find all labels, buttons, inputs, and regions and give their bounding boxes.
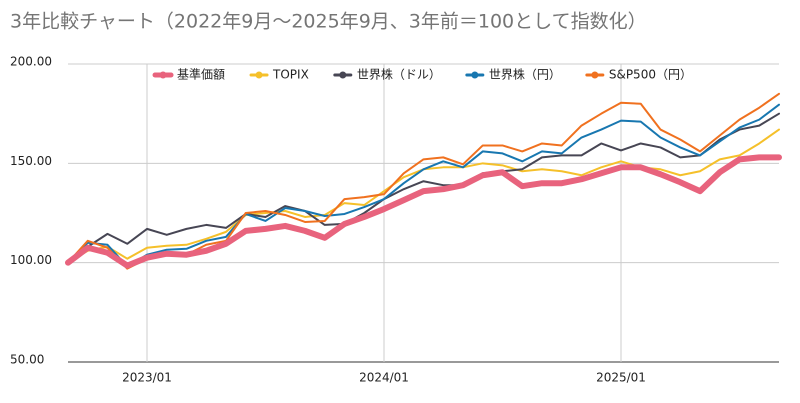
x-tick-label: 2025/01: [596, 371, 646, 385]
x-tick-label: 2024/01: [359, 371, 409, 385]
y-tick-label: 50.00: [10, 353, 44, 367]
legend-marker: [255, 71, 263, 79]
legend-label: 世界株（円）: [489, 67, 561, 82]
legend-marker: [159, 71, 167, 79]
series-line: [67, 128, 780, 264]
legend-label: TOPIX: [272, 68, 309, 82]
x-tick-label: 2023/01: [122, 371, 172, 385]
series-line: [67, 112, 780, 264]
series-line: [67, 103, 780, 268]
y-tick-label: 200.00: [10, 55, 52, 69]
y-tick-label: 150.00: [10, 154, 52, 168]
series-line: [65, 154, 782, 269]
legend-label: 世界株（ドル）: [357, 67, 441, 82]
legend-label: 基準価額: [177, 67, 225, 82]
legend-marker: [591, 71, 599, 79]
legend-marker: [339, 71, 347, 79]
chart-title: 3年比較チャート（2022年9月～2025年9月、3年前＝100として指数化）: [10, 11, 647, 33]
legend-marker: [471, 71, 479, 79]
y-tick-label: 100.00: [10, 253, 52, 267]
legend-label: S&P500（円）: [609, 68, 692, 82]
